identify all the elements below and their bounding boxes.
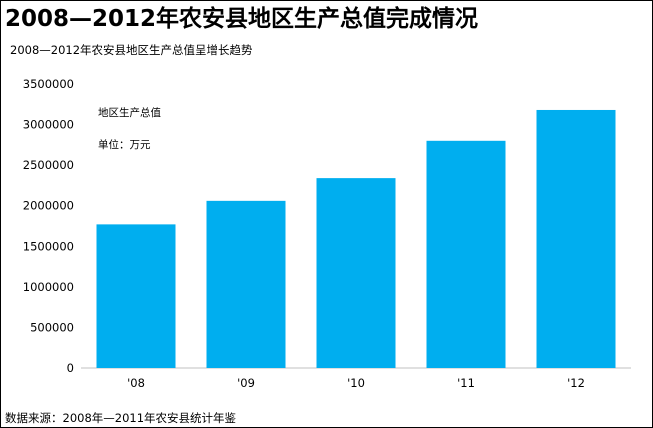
y-tick-label: 2000000 [23,199,74,213]
bar [426,140,506,368]
bars [96,109,616,369]
page-title: 2008—2012年农安县地区生产总值完成情况 [5,6,479,32]
bar [536,109,616,369]
y-tick-label: 3000000 [23,118,74,132]
x-axis-labels: '08 '09 '10 '11 '12 [127,376,585,390]
bar [96,224,176,368]
y-tick-label: 0 [67,361,74,375]
x-tick-label: '10 [347,376,365,390]
data-source-note: 数据来源：2008年—2011年农安县统计年鉴 [5,411,237,425]
series-label: 地区生产总值 [98,106,161,119]
x-tick-label: '09 [237,376,255,390]
x-tick-label: '08 [127,376,145,390]
y-axis-ticks: 0 500000 1000000 1500000 2000000 2500000 30000… [23,77,74,375]
y-tick-label: 1500000 [23,239,74,253]
chart-subtitle: 2008—2012年农安县地区生产总值呈增长趋势 [10,43,253,57]
bar [206,200,286,368]
y-tick-label: 500000 [30,320,74,334]
bar [316,178,396,368]
y-tick-label: 3500000 [23,77,74,91]
x-tick-label: '12 [567,376,585,390]
y-tick-label: 1000000 [23,280,74,294]
y-tick-label: 2500000 [23,158,74,172]
unit-label: 单位：万元 [98,138,151,151]
x-tick-label: '11 [457,376,475,390]
